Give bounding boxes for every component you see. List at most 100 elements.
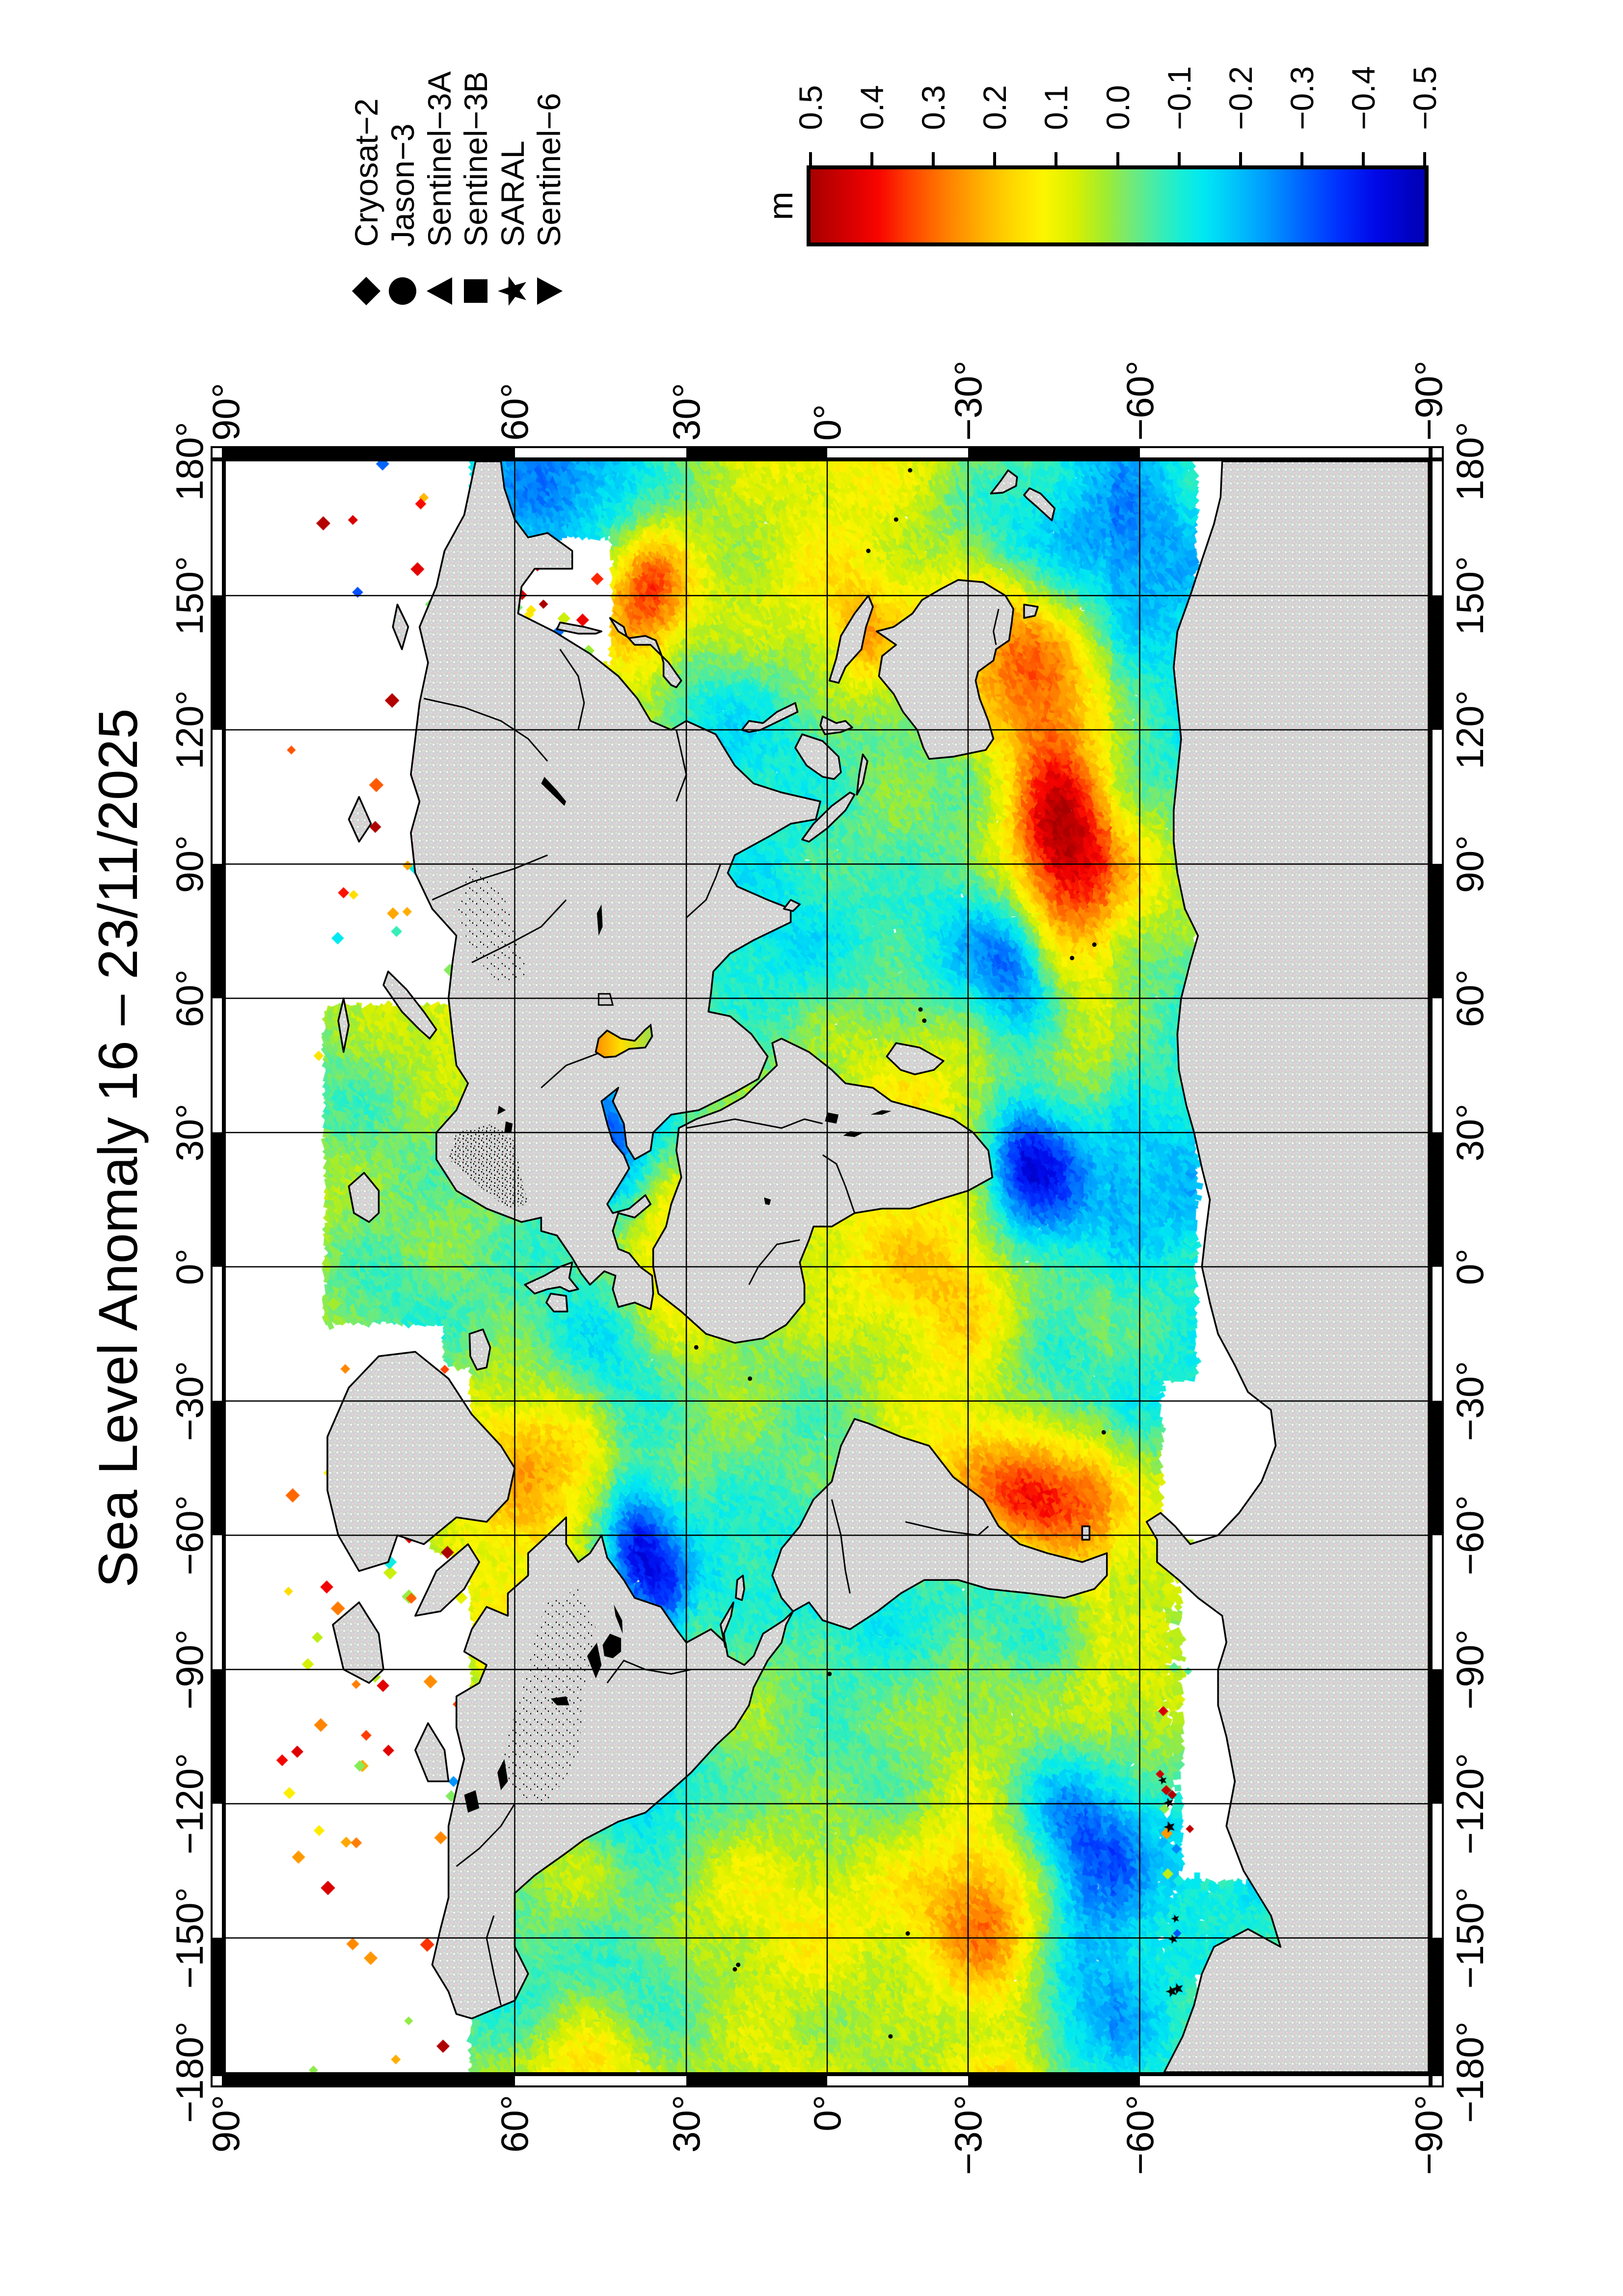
lon-label-bottom: 60°: [1448, 969, 1491, 1027]
legend-item-label: Cryosat−2: [348, 98, 384, 247]
colorbar-tick-label: 0.3: [915, 85, 952, 130]
legend-item-label: Jason−3: [384, 123, 421, 247]
frame-checker-segment: [968, 448, 1140, 457]
frame-checker-segment: [213, 1804, 222, 1938]
lon-label-bottom: −90°: [1448, 1629, 1491, 1710]
triangle-down-icon: [533, 275, 565, 307]
lat-label-right: 90°: [204, 383, 247, 441]
frame-checker-strip: [1431, 459, 1444, 2074]
lat-label-right: 30°: [665, 383, 708, 441]
colorbar-tick-label: 0.5: [792, 85, 829, 130]
legend-item-label: Sentinel−3B: [458, 71, 494, 247]
world-map: −180° −180° −150° −150° −120° −120° −90° −90° −6…: [168, 360, 1491, 2175]
lon-label-bottom: 90°: [1448, 835, 1491, 893]
lat-label-left: −60°: [1118, 2095, 1162, 2175]
lon-label-top: 180°: [168, 422, 211, 501]
colorbar-tick-label: −0.1: [1161, 66, 1197, 130]
square-icon: [460, 275, 491, 307]
frame-checker-segment: [226, 2076, 515, 2085]
diamond-icon: [351, 275, 382, 307]
colorbar-tick: [993, 152, 997, 165]
lon-label-top: 60°: [168, 969, 211, 1027]
frame-checker-segment: [1433, 864, 1442, 998]
frame-checker-segment: [213, 595, 222, 730]
frame-checker-segment: [1433, 1132, 1442, 1267]
lon-label-bottom: 180°: [1448, 422, 1491, 501]
lon-label-bottom: 150°: [1448, 556, 1491, 636]
frame-checker-segment: [1433, 461, 1442, 596]
colorbar-tick-label: 0.1: [1038, 85, 1075, 130]
lat-label-right: 0°: [806, 404, 849, 441]
lat-label-left: 90°: [204, 2095, 247, 2153]
frame-checker-segment: [1139, 448, 1429, 457]
frame-checker-segment: [213, 730, 222, 864]
lon-label-bottom: 0°: [1448, 1248, 1491, 1285]
colorbar-tick-label: 0.0: [1099, 85, 1136, 130]
lon-label-bottom: −30°: [1448, 1361, 1491, 1442]
frame-checker-segment: [1433, 595, 1442, 730]
colorbar: [807, 165, 1429, 246]
lon-label-top: −150°: [168, 1887, 211, 1989]
frame-checker-segment: [213, 1938, 222, 2072]
frame-checker-strip: [224, 446, 1431, 459]
frame-checker-segment: [213, 1267, 222, 1401]
frame-corner-square: [1431, 2074, 1444, 2087]
colorbar-tick: [1423, 152, 1426, 165]
frame-corner-square: [1431, 446, 1444, 459]
legend-item-label: Sentinel−6: [531, 93, 567, 247]
frame-checker-segment: [827, 448, 968, 457]
lon-label-top: −30°: [168, 1361, 211, 1442]
frame-checker-segment: [213, 864, 222, 998]
figure-title: Sea Level Anomaly 16 – 23/11/2025: [87, 708, 149, 1588]
lat-label-right: −60°: [1118, 360, 1162, 441]
frame-checker-segment: [213, 461, 222, 596]
lat-label-left: 30°: [665, 2095, 708, 2153]
frame-checker-segment: [514, 448, 686, 457]
lon-label-top: −90°: [168, 1629, 211, 1710]
lon-label-top: −60°: [168, 1495, 211, 1575]
lon-label-top: 150°: [168, 556, 211, 636]
legend-item-label: Sentinel−3A: [421, 71, 458, 247]
colorbar-tick: [870, 152, 874, 165]
lat-label-right: −90°: [1407, 360, 1450, 441]
lon-label-bottom: 120°: [1448, 690, 1491, 770]
frame-checker-segment: [827, 2076, 968, 2085]
graticule: [226, 461, 1429, 2072]
lon-label-top: −120°: [168, 1753, 211, 1855]
lat-label-left: −30°: [946, 2095, 990, 2175]
frame-checker-segment: [213, 998, 222, 1133]
colorbar-tick: [932, 152, 935, 165]
lon-label-bottom: 30°: [1448, 1103, 1491, 1162]
colorbar-unit-label: m: [761, 191, 800, 220]
colorbar-tick: [1361, 152, 1365, 165]
lon-label-top: 90°: [168, 835, 211, 893]
frame-checker-segment: [213, 1535, 222, 1670]
frame-checker-segment: [1433, 1401, 1442, 1535]
lon-label-top: 0°: [168, 1248, 211, 1285]
frame-checker-strip: [211, 459, 224, 2074]
lat-label-left: −90°: [1407, 2095, 1450, 2175]
frame-checker-segment: [213, 1669, 222, 1804]
lon-label-top: 120°: [168, 690, 211, 770]
frame-checker-segment: [514, 2076, 686, 2085]
lon-label-bottom: −180°: [1448, 2021, 1491, 2123]
colorbar-tick-label: −0.5: [1407, 66, 1443, 130]
lon-label-bottom: −60°: [1448, 1495, 1491, 1575]
frame-checker-segment: [1433, 1938, 1442, 2072]
lon-label-bottom: −150°: [1448, 1887, 1491, 1989]
frame-corner-square: [211, 446, 224, 459]
colorbar-tick-label: −0.2: [1222, 66, 1259, 130]
frame-checker-segment: [1433, 998, 1442, 1133]
frame-checker-segment: [226, 448, 515, 457]
map-canvas-area: [226, 461, 1429, 2072]
colorbar-tick: [1116, 152, 1119, 165]
colorbar-tick: [1239, 152, 1242, 165]
legend-item-label: SARAL: [494, 140, 531, 247]
frame-corner-square: [211, 2074, 224, 2087]
triangle-up-icon: [424, 275, 455, 307]
colorbar-tick: [809, 152, 812, 165]
lat-label-left: 0°: [806, 2095, 849, 2132]
lon-label-top: 30°: [168, 1103, 211, 1162]
frame-checker-strip: [224, 2074, 1431, 2087]
